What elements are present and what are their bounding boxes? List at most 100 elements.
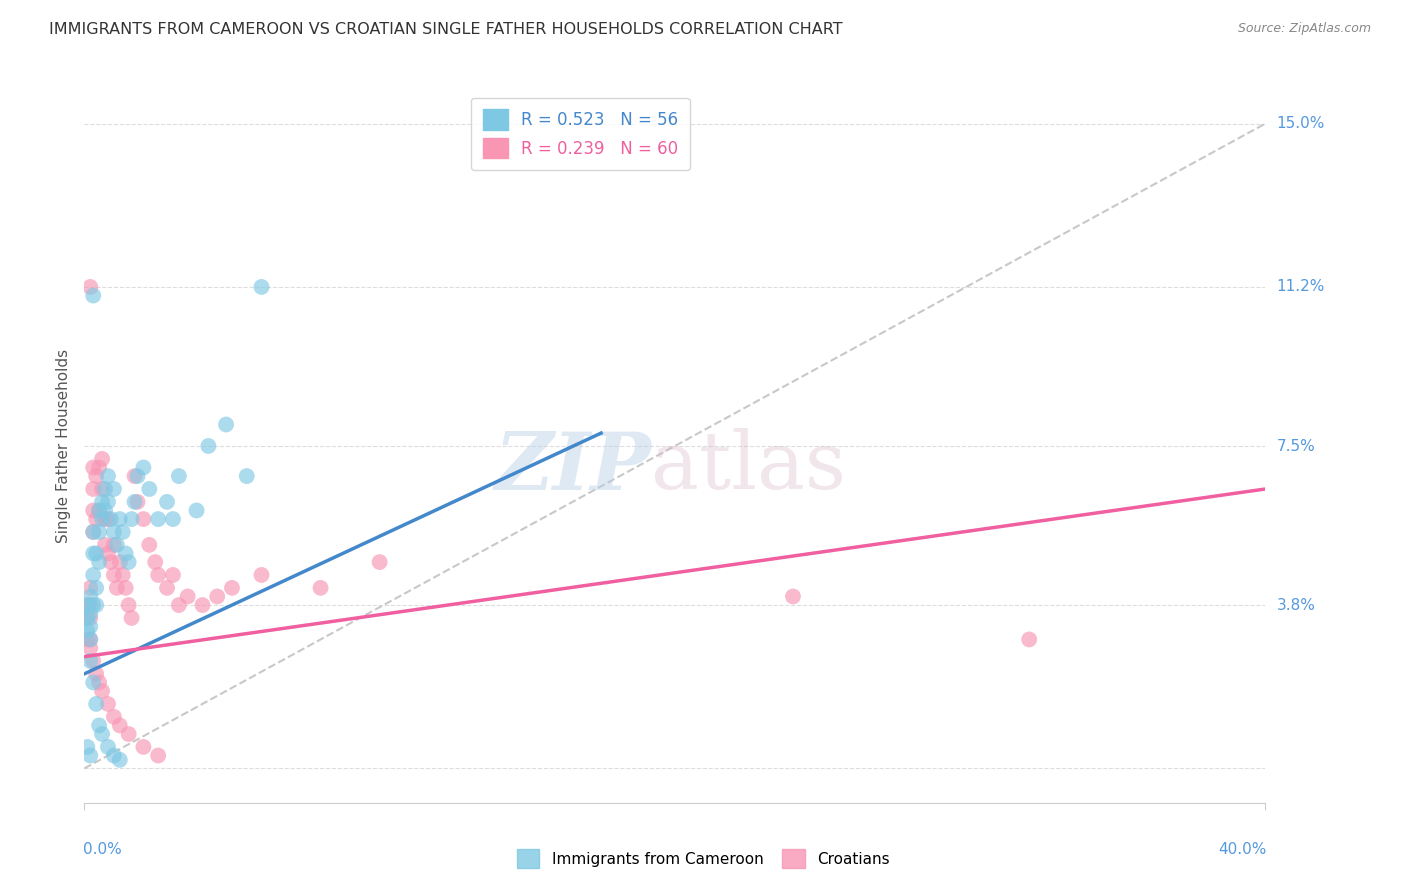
Text: 7.5%: 7.5%: [1277, 439, 1315, 453]
Point: [76, 739, 98, 754]
Point: [82, 654, 104, 668]
Point: [118, 727, 141, 741]
Point: [118, 598, 141, 612]
Point: [79, 280, 101, 294]
Text: 11.2%: 11.2%: [1277, 279, 1324, 294]
Point: [132, 739, 155, 754]
Point: [100, 555, 122, 569]
Point: [127, 495, 149, 509]
Point: [79, 581, 101, 595]
Point: [79, 654, 101, 668]
Text: 3.8%: 3.8%: [1277, 598, 1316, 613]
Point: [162, 512, 184, 526]
Point: [91, 451, 114, 466]
Point: [782, 590, 804, 604]
Point: [191, 598, 214, 612]
Point: [105, 538, 128, 552]
Point: [156, 495, 179, 509]
Point: [76, 598, 98, 612]
Point: [103, 538, 125, 552]
Point: [156, 581, 179, 595]
Point: [82, 568, 104, 582]
Point: [1018, 632, 1040, 647]
Point: [87, 503, 111, 517]
Point: [197, 439, 219, 453]
Text: 40.0%: 40.0%: [1218, 842, 1267, 857]
Point: [79, 598, 101, 612]
Point: [148, 512, 170, 526]
Text: 0.0%: 0.0%: [83, 842, 122, 857]
Text: ZIP: ZIP: [495, 429, 651, 506]
Legend: R = 0.523   N = 56, R = 0.239   N = 60: R = 0.523 N = 56, R = 0.239 N = 60: [471, 97, 690, 169]
Point: [79, 590, 101, 604]
Point: [309, 581, 332, 595]
Point: [76, 611, 98, 625]
Point: [121, 512, 143, 526]
Point: [143, 555, 166, 569]
Point: [79, 607, 101, 621]
Point: [87, 675, 111, 690]
Point: [87, 555, 111, 569]
Point: [121, 611, 143, 625]
Text: Source: ZipAtlas.com: Source: ZipAtlas.com: [1237, 22, 1371, 36]
Point: [97, 697, 120, 711]
Point: [84, 697, 107, 711]
Point: [162, 568, 184, 582]
Point: [82, 503, 104, 517]
Point: [215, 417, 238, 432]
Point: [138, 538, 160, 552]
Point: [148, 748, 170, 763]
Point: [91, 684, 114, 698]
Point: [82, 288, 104, 302]
Point: [82, 598, 104, 612]
Point: [76, 632, 98, 647]
Point: [79, 619, 101, 633]
Point: [97, 495, 120, 509]
Point: [132, 512, 155, 526]
Text: 15.0%: 15.0%: [1277, 116, 1324, 131]
Point: [87, 460, 111, 475]
Point: [100, 512, 122, 526]
Point: [87, 524, 111, 539]
Point: [124, 469, 146, 483]
Point: [91, 482, 114, 496]
Point: [108, 718, 131, 732]
Point: [124, 495, 146, 509]
Point: [91, 727, 114, 741]
Y-axis label: Single Father Households: Single Father Households: [56, 349, 72, 543]
Point: [221, 581, 243, 595]
Point: [368, 555, 391, 569]
Point: [82, 546, 104, 560]
Point: [108, 555, 131, 569]
Point: [114, 581, 136, 595]
Point: [250, 568, 273, 582]
Point: [148, 568, 170, 582]
Point: [84, 469, 107, 483]
Point: [79, 641, 101, 656]
Point: [97, 512, 120, 526]
Point: [127, 469, 149, 483]
Point: [79, 632, 101, 647]
Point: [82, 460, 104, 475]
Point: [84, 581, 107, 595]
Point: [76, 611, 98, 625]
Point: [97, 739, 120, 754]
Point: [87, 503, 111, 517]
Point: [103, 710, 125, 724]
Point: [79, 748, 101, 763]
Point: [79, 611, 101, 625]
Point: [103, 482, 125, 496]
Point: [114, 546, 136, 560]
Point: [111, 568, 134, 582]
Point: [103, 748, 125, 763]
Point: [87, 718, 111, 732]
Point: [84, 512, 107, 526]
Point: [111, 524, 134, 539]
Point: [94, 482, 117, 496]
Point: [76, 624, 98, 638]
Point: [97, 546, 120, 560]
Point: [108, 753, 131, 767]
Point: [177, 590, 200, 604]
Point: [84, 666, 107, 681]
Point: [205, 590, 228, 604]
